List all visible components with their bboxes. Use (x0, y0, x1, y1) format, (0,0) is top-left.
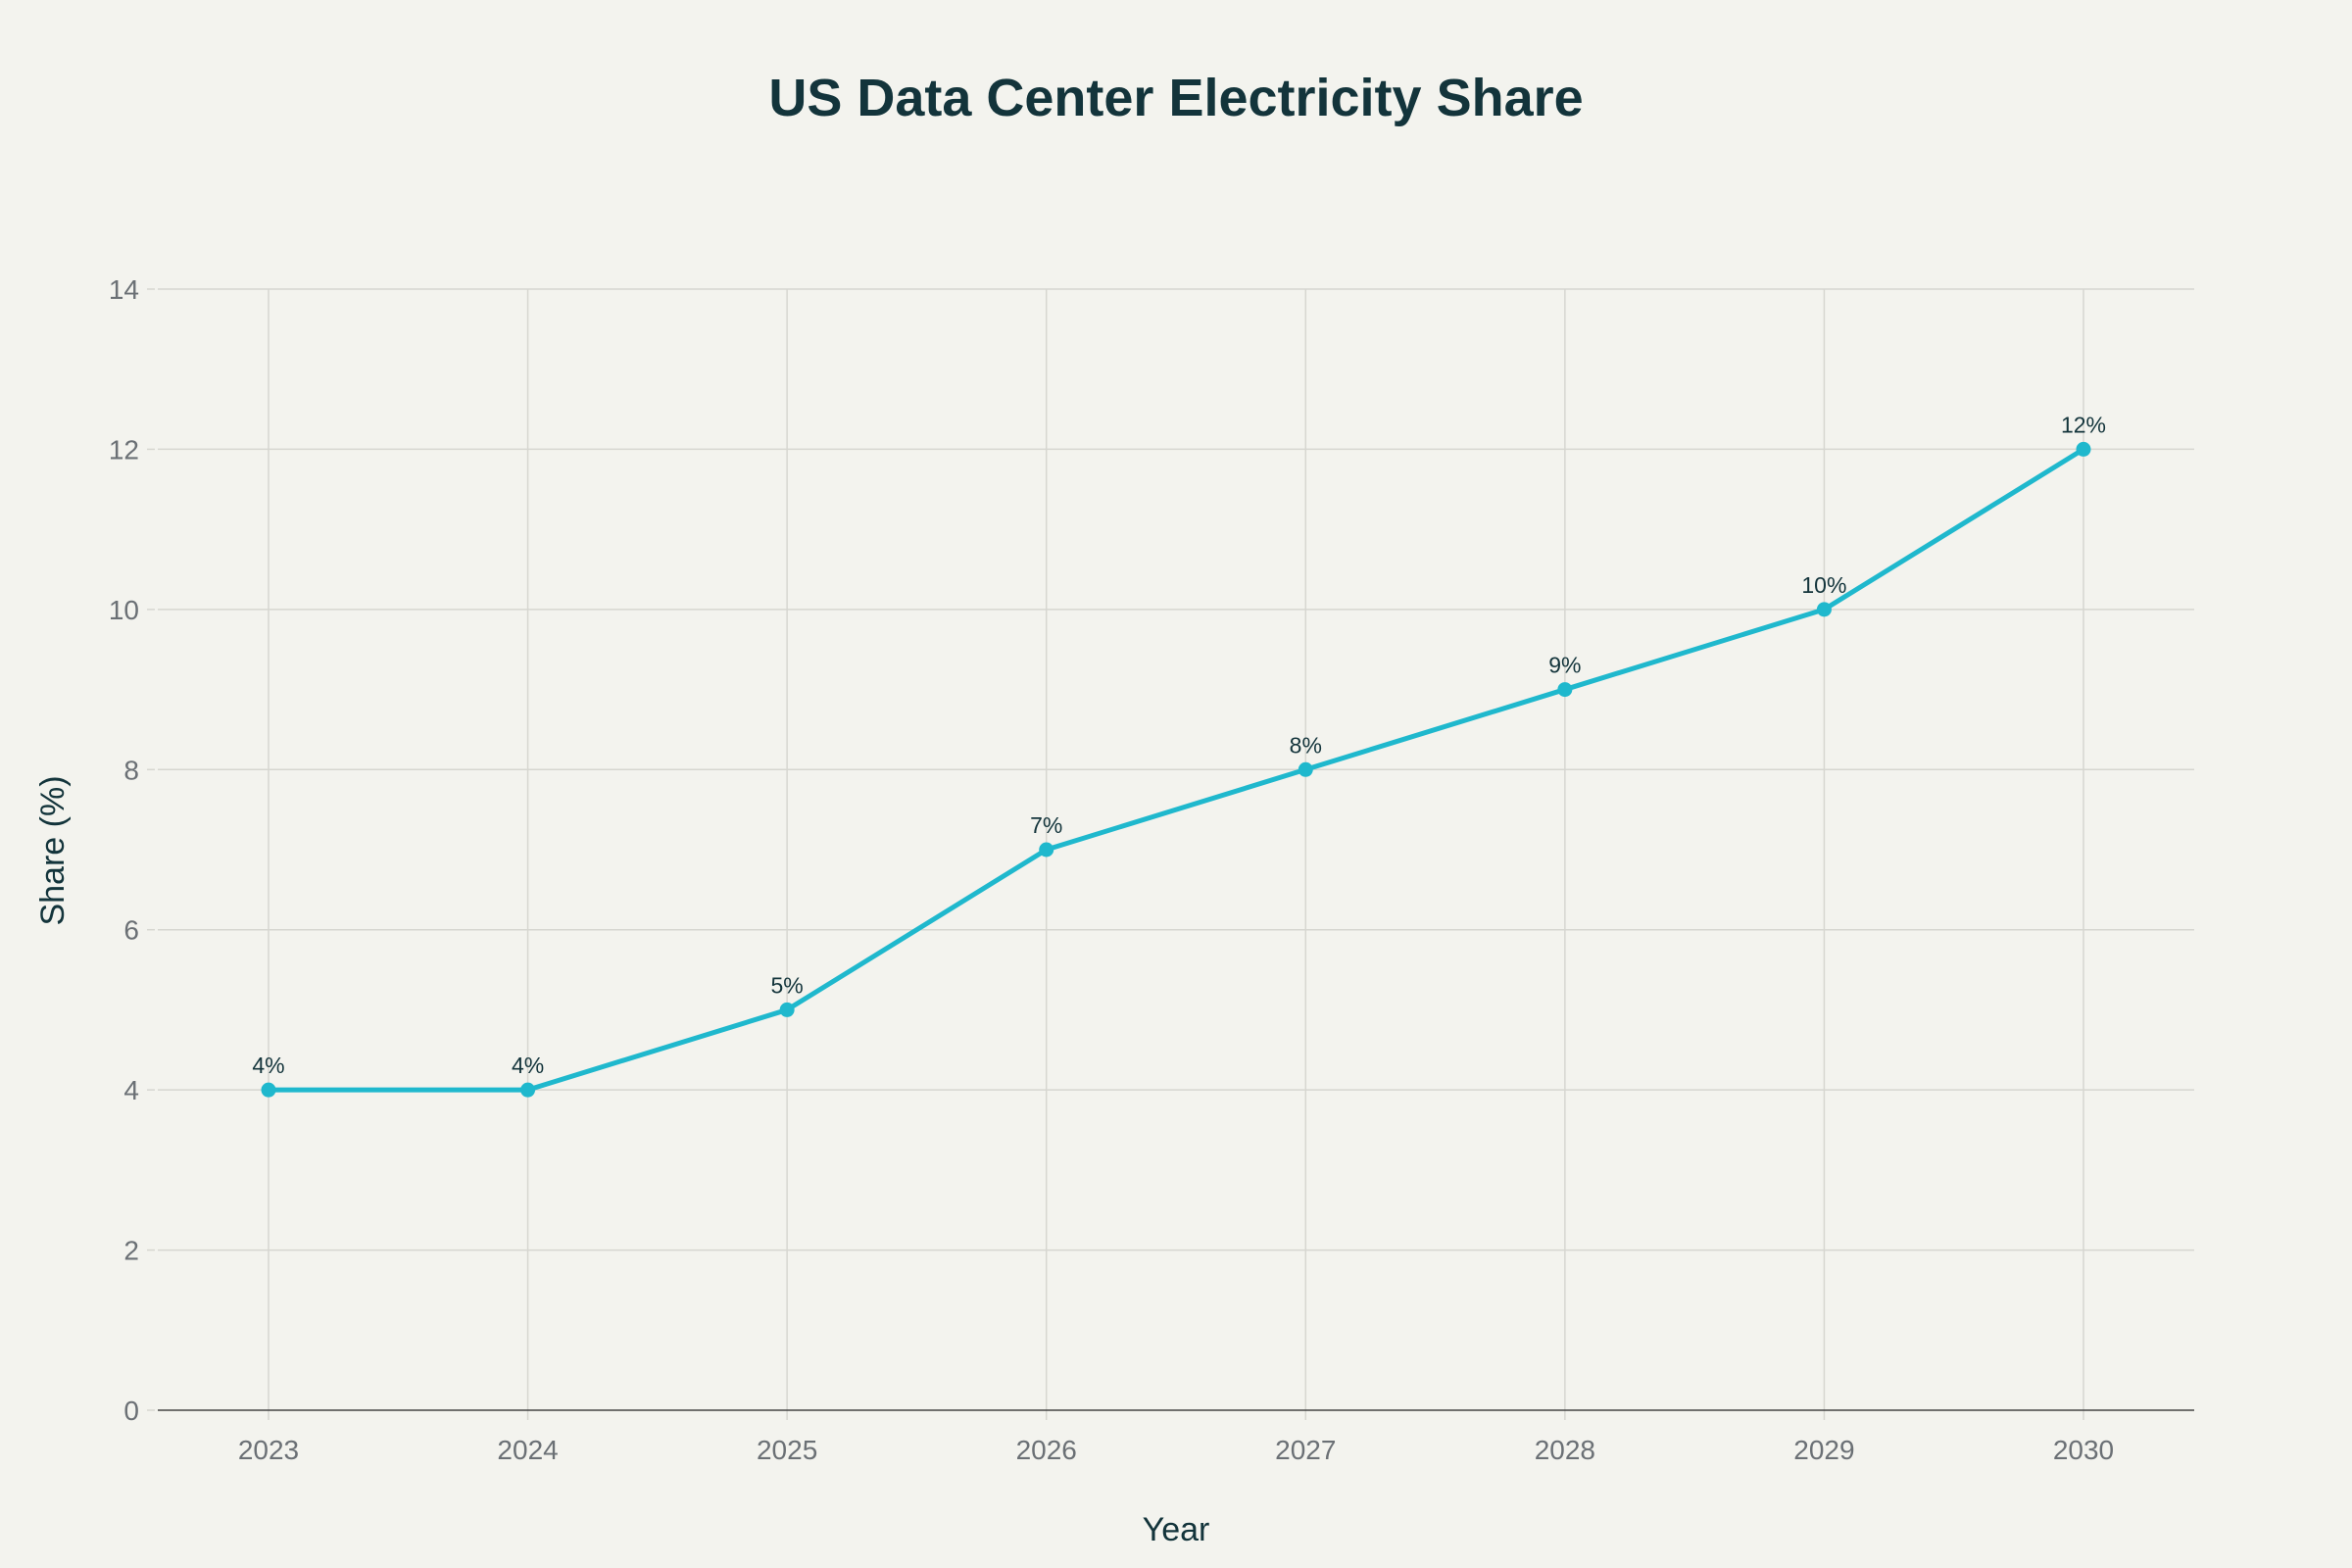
y-tick-label: 4 (123, 1075, 139, 1105)
x-tick-label: 2024 (497, 1435, 558, 1465)
x-tick-label: 2028 (1535, 1435, 1595, 1465)
data-point (1816, 602, 1832, 617)
y-axis-ticks: 0 2 4 6 8 10 12 14 (109, 274, 155, 1426)
data-point (1557, 682, 1573, 698)
y-tick-label: 12 (109, 434, 139, 465)
x-tick-label: 2025 (757, 1435, 817, 1465)
x-tick-label: 2023 (238, 1435, 299, 1465)
y-axis-label: Share (%) (34, 775, 72, 925)
data-label: 8% (1290, 732, 1322, 758)
x-axis-label: Year (1143, 1511, 1210, 1548)
data-point (1298, 761, 1313, 777)
x-tick-label: 2026 (1016, 1435, 1077, 1465)
data-label: 10% (1801, 572, 1846, 598)
chart-title: US Data Center Electricity Share (768, 69, 1583, 127)
data-point (2076, 441, 2091, 457)
data-point (261, 1082, 276, 1098)
data-label: 9% (1548, 653, 1581, 678)
data-label: 12% (2061, 412, 2106, 437)
data-label: 4% (512, 1053, 544, 1078)
data-label: 4% (252, 1053, 284, 1078)
x-axis-ticks: 2023 2024 2025 2026 2027 2028 2029 2030 (238, 1435, 2114, 1465)
y-tick-label: 8 (123, 755, 139, 785)
series: 4% 4% 5% 7% 8% 9% 10% 12% (252, 412, 2106, 1098)
y-tick-label: 2 (123, 1236, 139, 1266)
x-tick-label: 2030 (2053, 1435, 2114, 1465)
y-tick-label: 10 (109, 595, 139, 625)
x-tick-label: 2029 (1793, 1435, 1854, 1465)
y-tick-label: 0 (123, 1396, 139, 1426)
data-point (520, 1082, 536, 1098)
y-tick-label: 6 (123, 915, 139, 946)
x-tick-label: 2027 (1275, 1435, 1336, 1465)
grid (158, 288, 2194, 1420)
data-label: 5% (771, 972, 804, 998)
series-line (269, 447, 2085, 1093)
y-tick-label: 14 (109, 274, 139, 305)
data-label: 7% (1030, 812, 1062, 838)
data-point (1039, 842, 1054, 858)
data-point (779, 1002, 795, 1017)
